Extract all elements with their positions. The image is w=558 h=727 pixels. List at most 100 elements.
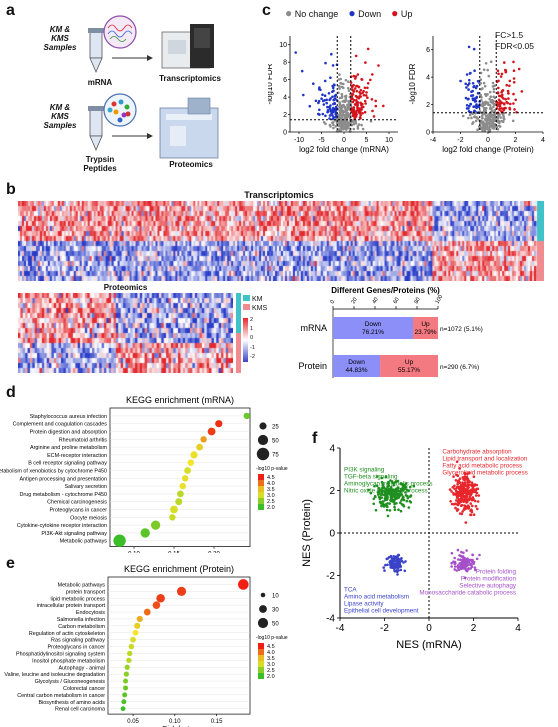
nes-point [450, 502, 454, 506]
volcano-point [514, 98, 517, 102]
x-tick-label: 0.15 [168, 552, 180, 553]
nes-point [467, 567, 470, 570]
nes-point [463, 495, 467, 499]
pathway-label: Salivary secretion [64, 484, 107, 490]
nes-point [470, 497, 473, 501]
nes-point [457, 493, 461, 496]
enrichment-point [143, 608, 151, 616]
volcano-point [356, 127, 360, 130]
nes-point [395, 493, 398, 496]
legend-up: ● Up [391, 6, 413, 20]
nes-point [385, 508, 389, 512]
enrichment-point [123, 685, 129, 691]
volcano-point [334, 125, 337, 128]
pathway-label: Inositol phosphate metabolism [32, 658, 105, 664]
nes-point [394, 490, 397, 494]
x-tick-label: 0 [486, 137, 490, 144]
x-axis-label: log2 fold change (Protein) [442, 145, 534, 154]
volcano-point [318, 108, 321, 112]
x-tick-label: 0 [342, 137, 346, 144]
nes-point [456, 474, 460, 477]
volcano-point [473, 97, 477, 100]
volcano-point [496, 128, 500, 131]
enrichment-point [177, 490, 184, 498]
nes-point [393, 505, 396, 509]
volcano-point [366, 86, 369, 90]
volcano-point [483, 125, 486, 128]
nes-point [393, 498, 396, 502]
volcano-point [520, 90, 524, 93]
x-axis-label: NES (mRNA) [396, 639, 461, 651]
nes-point [454, 506, 457, 510]
nes-point [383, 569, 386, 572]
volcano-point [503, 61, 506, 64]
volcano-point [302, 93, 305, 97]
volcano-point [465, 104, 469, 107]
volcano-point [350, 94, 353, 97]
y-tick-label: 0 [283, 130, 287, 137]
x-tick-label: 0 [426, 623, 432, 634]
pathway-label: Metabolic pathways [58, 582, 106, 588]
volcano-point [476, 91, 480, 95]
volcano-point [491, 85, 495, 88]
nes-point [396, 486, 400, 489]
nes-point [472, 560, 476, 564]
term-label-q1: Fatty acid metabolic process [442, 462, 522, 469]
bar-category-label: mRNA [301, 323, 328, 333]
color-legend-swatch [258, 673, 264, 679]
flow-bottom-molecule: Trypsin Peptides [83, 155, 117, 173]
nes-point [455, 499, 458, 502]
volcano-point [342, 82, 345, 86]
nes-point [386, 488, 390, 491]
volcano-point [512, 60, 515, 64]
pathway-label: Cytokine-cytokine receptor interaction [17, 523, 107, 529]
pathway-label: Endocytosis [76, 610, 105, 616]
color-legend-label: 2.5 [267, 668, 275, 674]
volcano-point [354, 122, 358, 125]
bar-axis-tick-label: 20 [351, 297, 359, 305]
volcano-point [481, 104, 484, 108]
volcano-point [326, 109, 330, 112]
y-tick-label: -4 [326, 614, 335, 625]
nes-point [380, 480, 384, 484]
volcano-point [468, 82, 471, 85]
volcano-point [493, 119, 496, 122]
bar-segment-down [333, 317, 414, 339]
volcano-point [356, 73, 360, 76]
color-legend-swatch [258, 498, 264, 504]
volcano-point [339, 77, 342, 81]
bar-axis-tick-label: 40 [372, 297, 380, 305]
volcano-point [333, 101, 336, 105]
bar-axis-tick-label: 100 [435, 294, 445, 305]
nes-point [384, 475, 388, 479]
nes-point [461, 510, 464, 513]
volcano-point [324, 122, 327, 126]
size-legend-dot [260, 592, 266, 598]
volcano-point [346, 103, 349, 106]
nes-point [400, 489, 403, 492]
mrna-bubble-icon [103, 15, 137, 49]
volcano-point [469, 102, 472, 106]
stacked-bar-chart: Different Genes/Proteins (%) 0 20 40 60 80 100… [298, 286, 483, 378]
volcano-point [337, 84, 340, 88]
color-legend-swatch [258, 655, 264, 661]
volcano-point [359, 88, 363, 92]
y-axis-label: -log10 FDR [408, 63, 417, 104]
enrichment-point [190, 451, 198, 459]
term-label-q2: Aminoglycan metabolic process [344, 480, 433, 487]
volcano-point [342, 127, 345, 131]
volcano-point [487, 103, 490, 107]
nes-point [407, 506, 411, 509]
volcano-point [468, 78, 471, 82]
volcano-point [370, 98, 374, 101]
nes-point [470, 484, 473, 487]
x-tick-label: 4 [515, 623, 521, 634]
nes-point [463, 487, 466, 491]
nes-point [458, 488, 462, 492]
pathway-label: Arginine and proline metabolism [30, 445, 108, 451]
nes-point [386, 502, 389, 505]
nes-point [470, 481, 474, 484]
heatmap-scale-ticks: 2 1 0 -1 -2 [250, 317, 255, 360]
volcano-point [357, 123, 361, 126]
